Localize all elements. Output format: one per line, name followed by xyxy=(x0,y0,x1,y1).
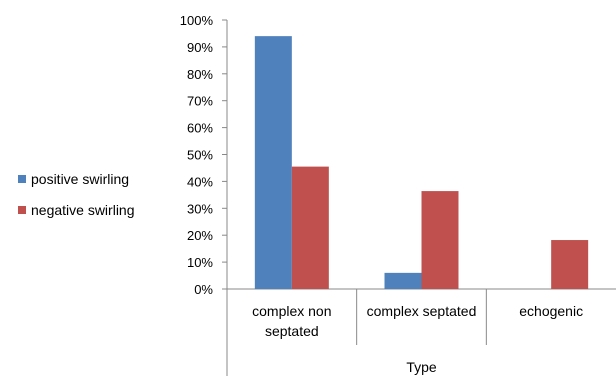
legend-swatch xyxy=(18,206,26,214)
bars xyxy=(254,36,589,289)
bar-negative-swirling xyxy=(551,240,589,289)
legend: positive swirling negative swirling xyxy=(18,171,135,218)
y-tick-label: 50% xyxy=(187,148,213,163)
x-category-label: echogenic xyxy=(519,303,583,319)
legend-label: negative swirling xyxy=(31,202,135,218)
y-tick-label: 30% xyxy=(187,201,213,216)
legend-swatch xyxy=(18,175,26,183)
x-category-label: septated xyxy=(265,323,319,339)
y-tick-label: 40% xyxy=(187,174,213,189)
y-tick-label: 90% xyxy=(187,40,213,55)
bar-positive-swirling xyxy=(254,36,292,289)
bar-negative-swirling xyxy=(291,166,329,289)
y-tick-label: 0% xyxy=(194,282,213,297)
y-tick-label: 10% xyxy=(187,255,213,270)
y-axis: 0% 10% 20% 30% 40% 50% 60% 70% 80% 90% 100% xyxy=(180,13,228,297)
y-tick-label: 20% xyxy=(187,228,213,243)
y-tick-label: 60% xyxy=(187,121,213,136)
x-category-label: complex non xyxy=(252,303,331,319)
y-tick-label: 70% xyxy=(187,94,213,109)
legend-label: positive swirling xyxy=(31,171,129,187)
y-tick-label: 100% xyxy=(180,13,214,28)
x-axis-title: Type xyxy=(406,359,437,375)
bar-negative-swirling xyxy=(421,191,459,289)
x-category-label: complex septated xyxy=(367,303,477,319)
y-tick-label: 80% xyxy=(187,67,213,82)
bar-positive-swirling xyxy=(384,272,422,289)
